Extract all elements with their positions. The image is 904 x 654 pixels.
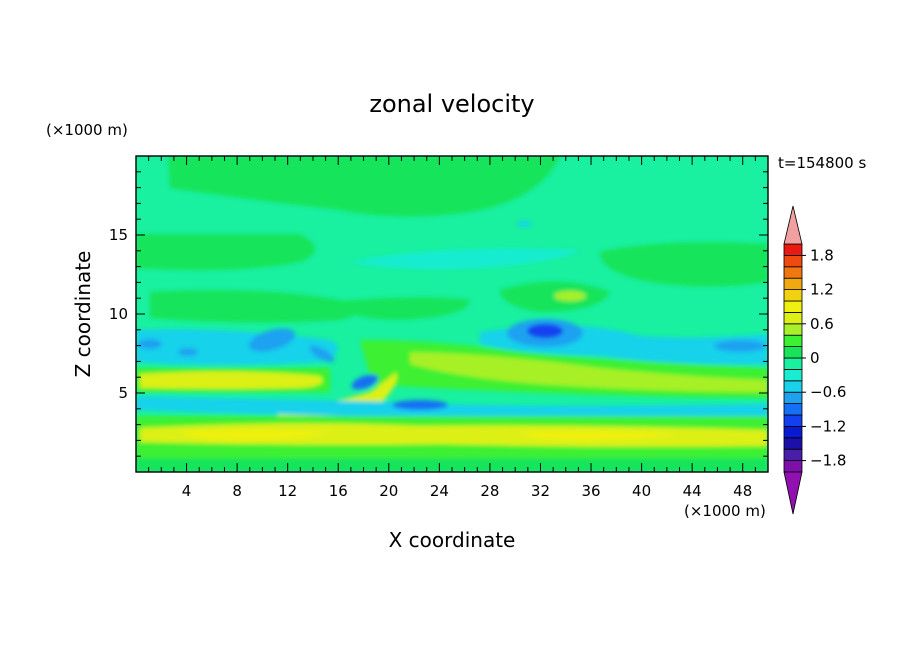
x-axis-title: X coordinate bbox=[389, 528, 516, 552]
contour-jet-right-lime bbox=[410, 352, 768, 392]
colorbar-swatch bbox=[783, 380, 803, 393]
x-axis-ticks: 4 8 12 16 20 24 28 32 36 40 44 48 bbox=[148, 156, 756, 500]
colorbar-swatch bbox=[783, 243, 803, 256]
contour-vortex-h bbox=[178, 348, 198, 356]
contour-mid-band-a bbox=[150, 290, 360, 323]
contour-cyan-mid bbox=[136, 396, 768, 419]
colorbar-swatch bbox=[783, 300, 803, 313]
y-tick-label: 15 bbox=[109, 226, 128, 244]
contour-cyan-upper bbox=[350, 248, 580, 270]
contour-vortex-e bbox=[392, 400, 448, 410]
colorbar-swatch bbox=[783, 254, 803, 268]
x-tick-label: 20 bbox=[379, 482, 398, 500]
colorbar: 1.8 1.2 0.6 0 −0.6 −1.2 −1.8 bbox=[783, 205, 846, 515]
contour-mid-band-c bbox=[330, 297, 470, 320]
y-tick-label: 5 bbox=[118, 384, 128, 402]
contour-lower-lime bbox=[140, 423, 768, 447]
colorbar-tick-label: −1.2 bbox=[810, 417, 846, 435]
contour-lower-yellow bbox=[180, 430, 330, 440]
colorbar-swatch bbox=[783, 311, 803, 325]
contour-upper-right-patch bbox=[600, 242, 768, 287]
x-tick-label: 48 bbox=[733, 482, 752, 500]
colorbar-swatch bbox=[783, 357, 803, 370]
colorbar-swatch bbox=[783, 403, 803, 416]
colorbar-tick-label: 0.6 bbox=[810, 315, 834, 333]
x-tick-label: 12 bbox=[278, 482, 297, 500]
colorbar-tick-label: 1.2 bbox=[810, 281, 834, 299]
colorbar-swatch bbox=[783, 425, 803, 439]
colorbar-swatch bbox=[783, 323, 803, 336]
colorbar-under-triangle bbox=[783, 471, 803, 515]
x-tick-label: 24 bbox=[430, 482, 449, 500]
colorbar-over-triangle bbox=[783, 205, 803, 245]
contour-field bbox=[136, 156, 768, 472]
contour-vortex-f bbox=[714, 340, 766, 352]
x-tick-label: 44 bbox=[683, 482, 702, 500]
contour-surface-band bbox=[136, 458, 768, 472]
colorbar-swatch bbox=[783, 414, 803, 427]
colorbar-swatch bbox=[783, 448, 803, 462]
colorbar-swatch bbox=[783, 368, 803, 382]
contour-lower-yellow-2 bbox=[520, 431, 680, 440]
time-label: t=154800 s bbox=[778, 154, 866, 172]
colorbar-swatch bbox=[783, 266, 803, 279]
contour-vortex-g bbox=[138, 339, 162, 349]
contour-upper-zero-band bbox=[168, 156, 560, 217]
x-tick-label: 32 bbox=[531, 482, 550, 500]
y-axis-ticks: 5 10 15 bbox=[109, 171, 768, 457]
colorbar-swatch bbox=[783, 289, 803, 302]
x-tick-label: 4 bbox=[182, 482, 192, 500]
y-unit-label: (×1000 m) bbox=[46, 121, 128, 139]
y-axis-title: Z coordinate bbox=[71, 251, 95, 378]
contour-vortex-b bbox=[248, 328, 296, 352]
x-unit-label: (×1000 m) bbox=[684, 502, 766, 520]
colorbar-tick-label: 1.8 bbox=[810, 246, 834, 264]
colorbar-tick-label: −1.8 bbox=[810, 452, 846, 470]
colorbar-swatch bbox=[783, 460, 803, 473]
colorbar-swatch bbox=[783, 437, 803, 450]
contour-upper-left-band bbox=[136, 234, 315, 270]
contour-vortex-j bbox=[554, 291, 586, 301]
x-tick-label: 28 bbox=[480, 482, 499, 500]
x-tick-label: 40 bbox=[632, 482, 651, 500]
chart-title: zonal velocity bbox=[369, 90, 534, 118]
contour-vortex-d bbox=[351, 374, 379, 390]
colorbar-tick-label: 0 bbox=[810, 349, 820, 367]
plot-area bbox=[136, 156, 768, 472]
x-tick-label: 8 bbox=[232, 482, 242, 500]
y-tick-label: 10 bbox=[109, 305, 128, 323]
colorbar-swatch bbox=[783, 277, 803, 291]
x-tick-label: 16 bbox=[329, 482, 348, 500]
colorbar-tick-label: −0.6 bbox=[810, 383, 846, 401]
colorbar-swatch bbox=[783, 334, 803, 348]
contour-jet-left-lime bbox=[140, 371, 323, 389]
contour-vortex-c bbox=[309, 345, 335, 363]
contour-vortex-a-core bbox=[527, 324, 563, 338]
x-tick-label: 36 bbox=[581, 482, 600, 500]
colorbar-swatch bbox=[783, 391, 803, 405]
contour-vortex-i bbox=[517, 221, 531, 227]
colorbar-swatch bbox=[783, 346, 803, 359]
